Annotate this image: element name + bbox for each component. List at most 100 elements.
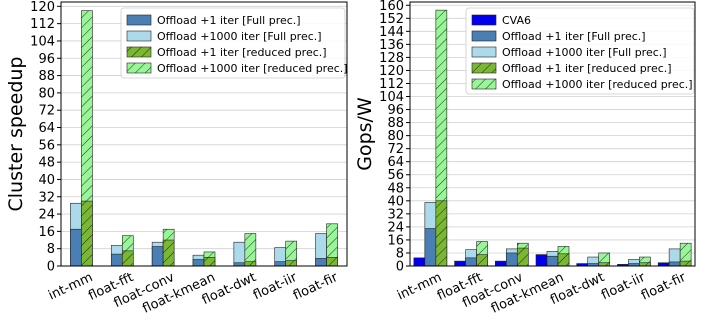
legend-swatch-cva6 [471, 14, 497, 26]
bar-cva6-int-mm [413, 257, 426, 267]
y-tick-label: 0 [47, 260, 55, 275]
bar-offload-1-iter-full-prec-float-kmean [546, 255, 559, 267]
legend-label: CVA6 [502, 14, 531, 27]
x-tick-label: int-mm [46, 270, 95, 303]
bar-offload-1-iter-full-prec-int-mm [70, 228, 82, 267]
bar-group-int-mm [413, 9, 448, 267]
bar-group-float-dwt [233, 233, 257, 267]
legend-swatch-hatch [127, 63, 151, 73]
y-tick-label: 136 [379, 38, 404, 53]
bar-hatch [435, 10, 447, 267]
bar-offload-1-iter-full-prec-float-fir [668, 261, 681, 267]
legend: Offload +1 iter [Full prec.] Offload +100… [120, 7, 348, 79]
bar-hatch [680, 261, 692, 266]
bar-cva6-float-fft [454, 260, 466, 267]
bar-group-float-iir [274, 240, 298, 267]
bar-hatch [435, 200, 447, 266]
legend-swatch-offload-1000-iter-full-prec [471, 46, 497, 58]
legend-swatch-offload-1-iter-full-prec [126, 14, 152, 26]
legend-swatch-offload-1000-iter-full-prec [126, 30, 152, 42]
x-tick-label: float-fir [639, 270, 689, 304]
x-tick-label: int-mm [395, 270, 444, 303]
bar-offload-1-iter-full-prec-float-fir [315, 258, 327, 267]
y-tick-label: 80 [387, 129, 404, 144]
y-tick-label: 120 [30, 0, 55, 15]
legend-label: Offload +1000 iter [Full prec.] [157, 30, 322, 43]
y-tick-label: 48 [387, 181, 404, 196]
legend-label: Offload +1 iter [reduced prec.] [502, 62, 672, 75]
legend-label: Offload +1 iter [Full prec.] [502, 30, 646, 43]
y-tick-label: 48 [38, 156, 55, 171]
legend-swatch-hatch [127, 47, 151, 57]
y-tick-label: 8 [47, 242, 55, 257]
bar-hatch [122, 250, 134, 266]
legend-box [120, 7, 346, 79]
y-tick-label: 40 [38, 173, 55, 188]
legend-label: Offload +1000 iter [Full prec.] [502, 46, 667, 59]
y-tick-label: 40 [387, 194, 404, 209]
axes-frame [60, 1, 348, 267]
bar-offload-1-iter-full-prec-float-fft [110, 253, 123, 267]
y-tick-label: 0 [396, 260, 404, 275]
x-tick-label: float-iir [599, 270, 648, 304]
bar-group-float-conv [494, 242, 529, 267]
bar-hatch [285, 260, 297, 266]
y-axis-label: Gops/W [354, 97, 376, 171]
bar-hatch [639, 257, 651, 266]
bar-group-float-fft [110, 235, 134, 267]
bar-offload-1000-iter-full-prec-float-dwt [233, 241, 246, 267]
legend-swatch-offload-1-iter-full-prec [471, 30, 497, 42]
bar-offload-1-iter-full-prec-int-mm [424, 228, 437, 267]
y-tick-label: 112 [30, 17, 55, 32]
bar-hatch [326, 223, 338, 266]
y-tick-label: 24 [387, 220, 404, 235]
bar-hatch [476, 241, 488, 266]
chart-panel-2: int-mmfloat-fftfloat-convfloat-kmeanfloa… [354, 0, 696, 317]
legend-box [465, 7, 695, 95]
y-tick-label: 80 [38, 86, 55, 101]
bar-hatch [326, 257, 338, 266]
bar-group-float-iir [617, 256, 651, 267]
bar-hatch [244, 233, 256, 266]
y-tick-label: 96 [387, 103, 404, 118]
y-tick-label: 72 [38, 104, 55, 119]
y-tick-label: 32 [387, 207, 404, 222]
bar-group-float-kmean [192, 251, 216, 267]
y-tick-label: 24 [38, 208, 55, 223]
x-tick-label: float-iir [251, 270, 300, 304]
bar-hatch [598, 262, 610, 266]
y-tick-label: 8 [396, 246, 404, 261]
bar-group-float-fft [454, 241, 488, 267]
bar-hatch [558, 253, 569, 266]
bar-group-float-fir [657, 242, 692, 267]
bar-hatch [285, 241, 297, 266]
y-tick-label: 128 [379, 51, 404, 66]
y-tick-label: 16 [38, 225, 55, 240]
bar-hatch [204, 257, 215, 266]
bar-offload-1-iter-full-prec-float-conv [151, 246, 164, 267]
legend-label: Offload +1 iter [reduced prec.] [157, 46, 327, 59]
bar-offload-1-iter-full-prec-float-fft [465, 257, 477, 267]
bar-cva6-float-conv [494, 260, 507, 267]
y-tick-label: 72 [387, 142, 404, 157]
bar-hatch [639, 262, 651, 266]
bar-hatch [81, 10, 93, 267]
y-tick-label: 64 [38, 121, 55, 136]
bar-offload-1-iter-full-prec-float-conv [505, 252, 518, 267]
y-tick-label: 56 [38, 138, 55, 153]
bar-hatch [244, 261, 256, 266]
bar-cva6-float-kmean [535, 254, 548, 267]
x-tick-label: float-fir [291, 270, 341, 304]
bar-group-float-conv [151, 228, 175, 267]
bar-group-float-kmean [535, 246, 570, 267]
bar-hatch [598, 252, 610, 266]
y-tick-label: 104 [379, 90, 404, 105]
y-tick-label: 120 [379, 64, 404, 79]
bar-hatch [163, 240, 175, 266]
y-tick-label: 16 [387, 233, 404, 248]
bar-hatch [680, 243, 692, 266]
y-tick-label: 144 [379, 25, 404, 40]
legend-label: Offload +1000 iter [reduced prec.] [502, 78, 693, 91]
y-tick-label: 32 [38, 190, 55, 205]
bar-group-float-fir [315, 223, 338, 267]
